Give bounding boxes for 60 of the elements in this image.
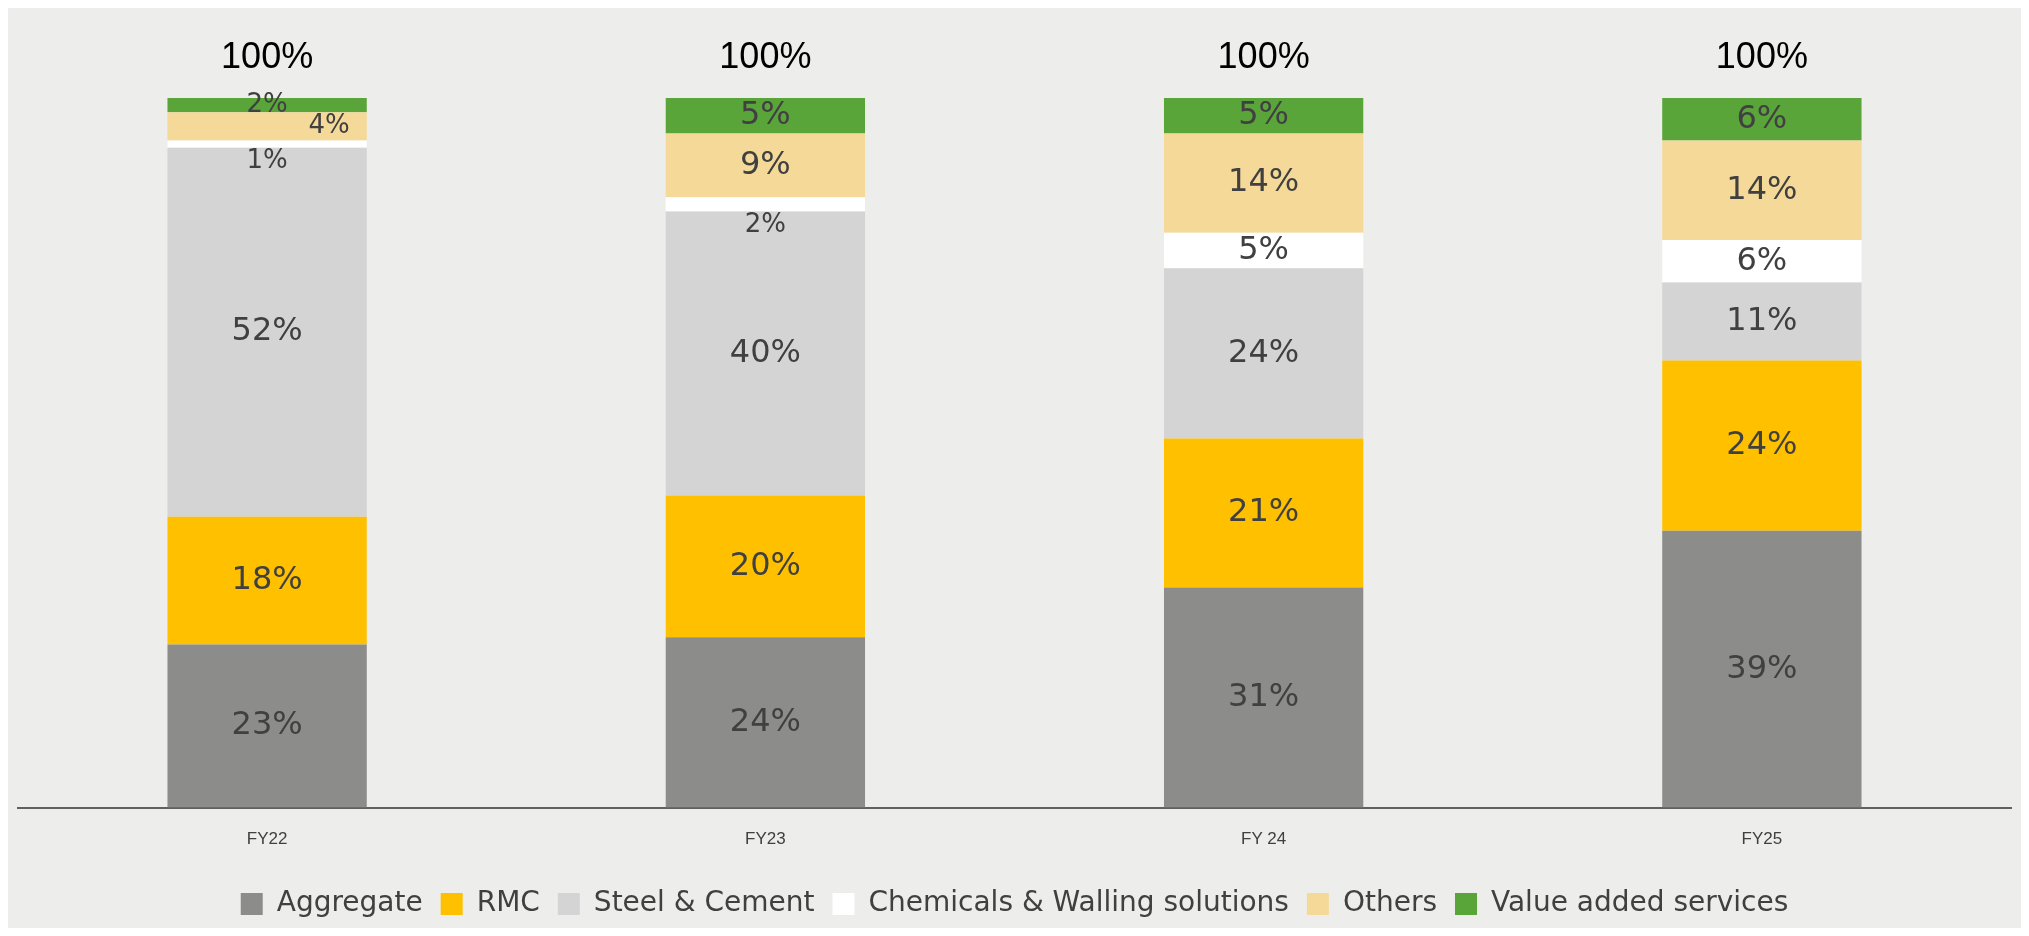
legend-label: RMC	[476, 885, 540, 919]
bar	[167, 516, 367, 645]
data-label: 6%	[1736, 97, 1788, 136]
x-tick-label: FY25	[1741, 829, 1783, 849]
data-label: 5%	[1238, 94, 1290, 133]
bar	[1163, 133, 1364, 233]
data-label: 6%	[1736, 239, 1788, 278]
bar	[1163, 438, 1364, 588]
data-label: 5%	[1238, 228, 1290, 267]
bar	[665, 495, 866, 638]
data-label: 24%	[1726, 424, 1798, 463]
legend-label: Chemicals & Walling solutions	[868, 885, 1289, 919]
x-tick-label: FY23	[745, 829, 786, 849]
total-label: 100%	[1715, 34, 1808, 76]
data-label: 9%	[739, 143, 791, 182]
total-label: 100%	[719, 34, 812, 76]
legend-label: Others	[1342, 885, 1437, 919]
data-label: 5%	[739, 94, 791, 133]
bar	[665, 98, 866, 134]
bar	[665, 197, 866, 212]
total-label: 100%	[221, 34, 314, 76]
data-label: 4%	[308, 109, 350, 140]
bar	[1163, 232, 1364, 269]
bar	[1662, 140, 1862, 240]
legend-label: Steel & Cement	[593, 885, 815, 919]
data-label: 31%	[1228, 675, 1300, 714]
data-label: 1%	[246, 144, 288, 175]
data-label: 14%	[1228, 161, 1300, 200]
data-label: 14%	[1726, 168, 1798, 207]
x-tick-label: FY 24	[1241, 829, 1287, 849]
data-label: 40%	[729, 331, 801, 370]
bar	[1662, 282, 1862, 361]
x-tick-label: FY22	[246, 829, 288, 849]
data-label: 52%	[231, 310, 303, 349]
total-label: 100%	[1217, 34, 1310, 76]
data-label: 20%	[729, 544, 801, 583]
bar	[1163, 98, 1364, 134]
data-label: 23%	[231, 704, 303, 743]
bar	[1662, 360, 1862, 531]
bar	[167, 644, 367, 808]
data-label: 24%	[729, 700, 801, 739]
bar	[665, 637, 866, 808]
data-label: 11%	[1726, 299, 1798, 338]
bar	[167, 147, 367, 517]
bar	[665, 211, 866, 496]
data-label: 24%	[1228, 331, 1300, 370]
data-label: 18%	[231, 558, 303, 597]
bar	[167, 112, 367, 141]
bar	[167, 140, 367, 148]
bar	[1662, 98, 1862, 141]
bar	[665, 133, 866, 198]
data-label: 2%	[744, 208, 786, 239]
legend-label: Value added services	[1490, 885, 1789, 919]
bar	[1662, 239, 1862, 283]
bar	[1662, 530, 1862, 808]
data-label: 21%	[1228, 491, 1300, 530]
bar	[1163, 587, 1364, 808]
legend-label: Aggregate	[276, 885, 423, 919]
bar	[1163, 268, 1364, 439]
data-label: 39%	[1726, 647, 1798, 686]
